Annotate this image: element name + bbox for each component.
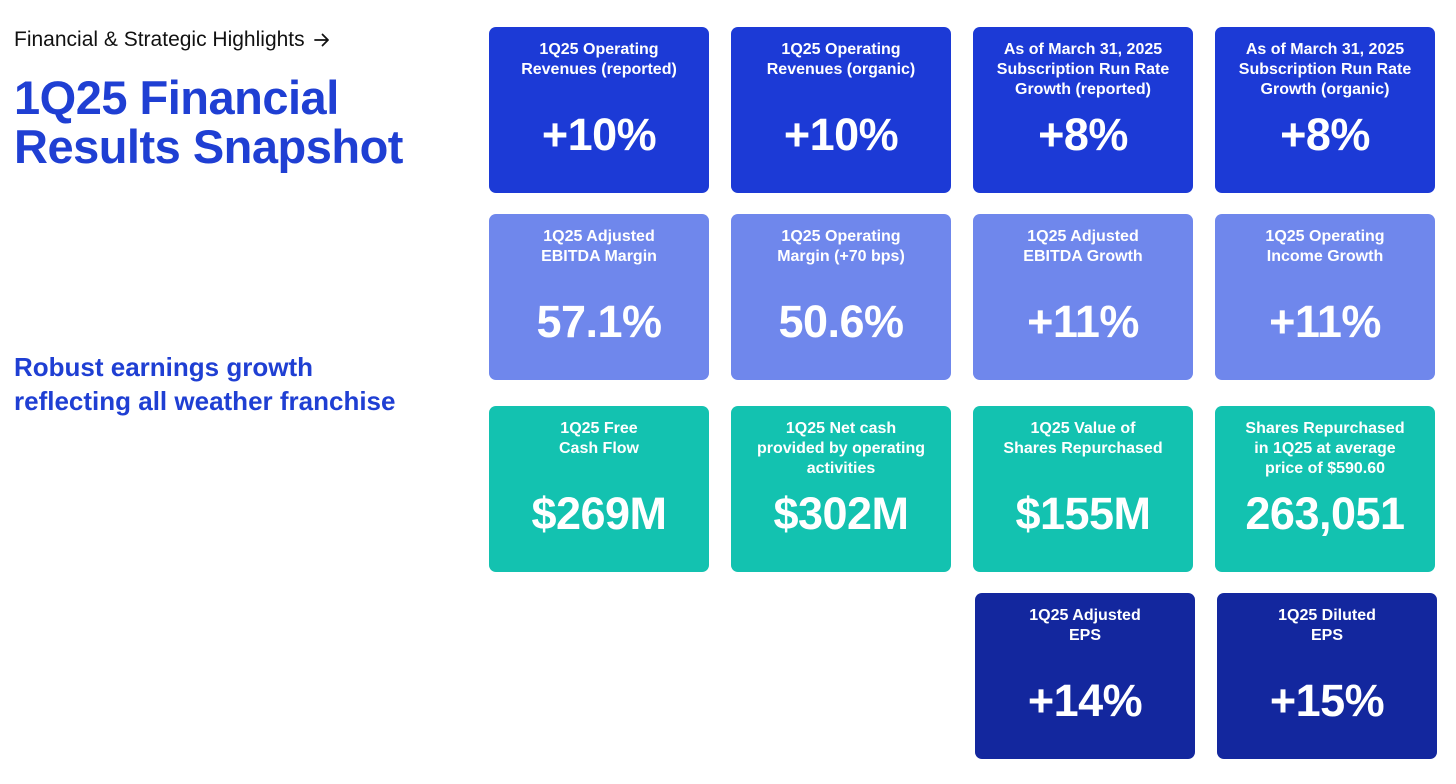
tile-subscription-run-rate-organic: As of March 31, 2025 Subscription Run Ra…: [1215, 27, 1435, 193]
tile-value: 50.6%: [778, 296, 904, 347]
tile-label: 1Q25 Operating Revenues (reported): [495, 40, 703, 80]
tile-value: $269M: [531, 488, 667, 539]
tile-label-line: 1Q25 Operating: [781, 41, 901, 58]
tile-label: 1Q25 Adjusted EBITDA Growth: [979, 227, 1187, 267]
breadcrumb-label: Financial & Strategic Highlights: [14, 28, 305, 51]
tile-label-line: provided by operating: [756, 440, 925, 457]
tile-label: 1Q25 Free Cash Flow: [495, 419, 703, 459]
page-title-line2: Results Snapshot: [14, 120, 403, 173]
tile-label-line: Shares Repurchased: [1003, 440, 1163, 457]
tile-label-line: activities: [806, 460, 876, 477]
tile-value: 263,051: [1245, 488, 1405, 539]
tile-label-line: 1Q25 Operating: [781, 228, 901, 245]
tile-value: +8%: [1280, 109, 1370, 160]
tile-label: 1Q25 Operating Income Growth: [1221, 227, 1429, 267]
tile-label-line: Margin (+70 bps): [777, 248, 905, 265]
tile-label: 1Q25 Operating Margin (+70 bps): [737, 227, 945, 267]
tile-free-cash-flow: 1Q25 Free Cash Flow $269M: [489, 406, 709, 572]
tile-label-line: Subscription Run Rate: [1238, 61, 1412, 78]
tile-value: $302M: [773, 488, 909, 539]
tile-label: Shares Repurchased in 1Q25 at average pr…: [1221, 419, 1429, 479]
tile-label-line: Subscription Run Rate: [996, 61, 1170, 78]
arrow-right-icon: [313, 33, 329, 47]
tile-adjusted-ebitda-margin: 1Q25 Adjusted EBITDA Margin 57.1%: [489, 214, 709, 380]
tile-label-line: 1Q25 Operating: [1265, 228, 1385, 245]
tile-net-cash-operating: 1Q25 Net cash provided by operating acti…: [731, 406, 951, 572]
tile-label-line: EBITDA Margin: [541, 248, 657, 265]
tile-label-line: Cash Flow: [558, 440, 639, 457]
tile-shares-repurchased-count: Shares Repurchased in 1Q25 at average pr…: [1215, 406, 1435, 572]
tile-label-line: 1Q25 Value of: [1030, 420, 1136, 437]
tile-operating-margin: 1Q25 Operating Margin (+70 bps) 50.6%: [731, 214, 951, 380]
tile-label-line: 1Q25 Diluted: [1278, 607, 1376, 624]
tile-label-line: 1Q25 Adjusted: [1027, 228, 1139, 245]
tile-subscription-run-rate-reported: As of March 31, 2025 Subscription Run Ra…: [973, 27, 1193, 193]
tile-value: +14%: [1027, 675, 1143, 726]
tile-label-line: price of $590.60: [1264, 460, 1386, 477]
tile-value: +10%: [541, 109, 657, 160]
page-title-line1: 1Q25 Financial: [14, 71, 339, 124]
tile-label-line: in 1Q25 at average: [1254, 440, 1396, 457]
tile-label-line: Shares Repurchased: [1245, 420, 1405, 437]
tile-value: +10%: [783, 109, 899, 160]
tile-label-line: Growth (organic): [1260, 81, 1390, 98]
tile-label: 1Q25 Operating Revenues (organic): [737, 40, 945, 80]
tile-label: 1Q25 Adjusted EPS: [981, 606, 1189, 646]
tile-label-line: 1Q25 Adjusted: [543, 228, 655, 245]
tile-label: As of March 31, 2025 Subscription Run Ra…: [1221, 40, 1429, 100]
tile-label-line: EBITDA Growth: [1023, 248, 1143, 265]
tagline-line2: reflecting all weather franchise: [14, 386, 396, 416]
page-title: 1Q25 Financial Results Snapshot: [14, 73, 403, 171]
tile-value: 57.1%: [536, 296, 662, 347]
tile-label-line: Income Growth: [1266, 248, 1384, 265]
breadcrumb[interactable]: Financial & Strategic Highlights: [14, 28, 331, 52]
tile-label: 1Q25 Value of Shares Repurchased: [979, 419, 1187, 459]
tile-label-line: Revenues (organic): [766, 61, 916, 78]
tile-label: As of March 31, 2025 Subscription Run Ra…: [979, 40, 1187, 100]
tile-label: 1Q25 Net cash provided by operating acti…: [737, 419, 945, 479]
tile-label-line: 1Q25 Operating: [539, 41, 659, 58]
tile-label-line: As of March 31, 2025: [1003, 41, 1163, 58]
tile-value: +8%: [1038, 109, 1128, 160]
tile-value: +11%: [1027, 296, 1139, 347]
tile-value: $155M: [1015, 488, 1151, 539]
tile-adjusted-ebitda-growth: 1Q25 Adjusted EBITDA Growth +11%: [973, 214, 1193, 380]
tile-diluted-eps: 1Q25 Diluted EPS +15%: [1217, 593, 1437, 759]
tile-value-shares-repurchased: 1Q25 Value of Shares Repurchased $155M: [973, 406, 1193, 572]
tile-label: 1Q25 Diluted EPS: [1223, 606, 1431, 646]
tile-operating-revenues-reported: 1Q25 Operating Revenues (reported) +10%: [489, 27, 709, 193]
tile-adjusted-eps: 1Q25 Adjusted EPS +14%: [975, 593, 1195, 759]
tile-value: +11%: [1269, 296, 1381, 347]
tagline: Robust earnings growth reflecting all we…: [14, 350, 395, 418]
tile-label-line: Growth (reported): [1015, 81, 1151, 98]
tile-label-line: EPS: [1310, 627, 1343, 644]
tile-value: +15%: [1269, 675, 1385, 726]
tile-label: 1Q25 Adjusted EBITDA Margin: [495, 227, 703, 267]
tile-operating-income-growth: 1Q25 Operating Income Growth +11%: [1215, 214, 1435, 380]
tile-label-line: 1Q25 Free: [560, 420, 638, 437]
tagline-line1: Robust earnings growth: [14, 352, 313, 382]
tile-operating-revenues-organic: 1Q25 Operating Revenues (organic) +10%: [731, 27, 951, 193]
tile-label-line: As of March 31, 2025: [1245, 41, 1405, 58]
tile-label-line: 1Q25 Adjusted: [1029, 607, 1141, 624]
tile-label-line: Revenues (reported): [521, 61, 677, 78]
tile-label-line: 1Q25 Net cash: [785, 420, 897, 437]
tile-label-line: EPS: [1068, 627, 1101, 644]
